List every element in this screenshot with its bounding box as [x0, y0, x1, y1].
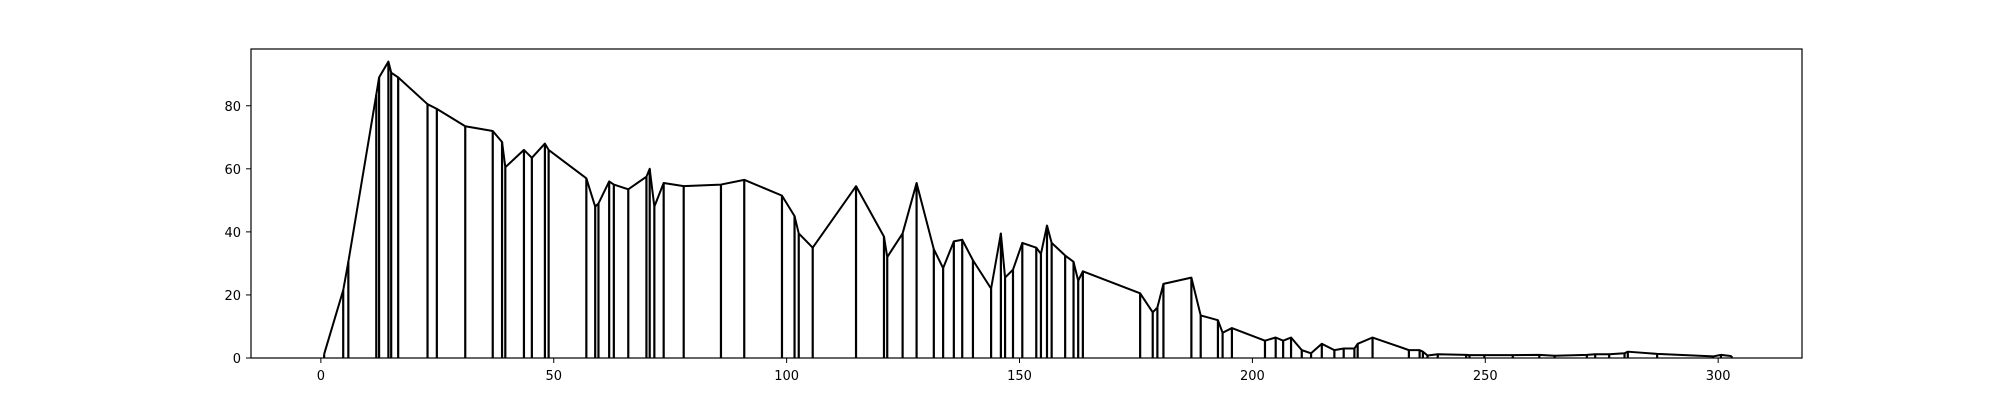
- plot-background: [251, 49, 1802, 358]
- series-line: [323, 60, 1732, 358]
- y-tick-label: 0: [233, 352, 241, 367]
- y-tick-label: 20: [224, 289, 241, 304]
- x-tick-label: 250: [1473, 369, 1498, 384]
- x-axis: 0 50 100 150 200 250 300: [317, 358, 1731, 384]
- y-tick-label: 60: [224, 163, 241, 178]
- x-tick-label: 50: [545, 369, 562, 384]
- x-tick-label: 0: [317, 369, 325, 384]
- x-tick-label: 150: [1007, 369, 1032, 384]
- y-tick-label: 40: [224, 226, 241, 241]
- plot-frame: [250, 48, 1803, 359]
- x-tick-label: 100: [774, 369, 799, 384]
- stem-lines: [323, 61, 1733, 358]
- x-tick-label: 300: [1706, 369, 1731, 384]
- y-axis: 0 20 40 60 80: [224, 100, 251, 367]
- x-tick-label: 200: [1240, 369, 1265, 384]
- y-tick-label: 80: [224, 100, 241, 115]
